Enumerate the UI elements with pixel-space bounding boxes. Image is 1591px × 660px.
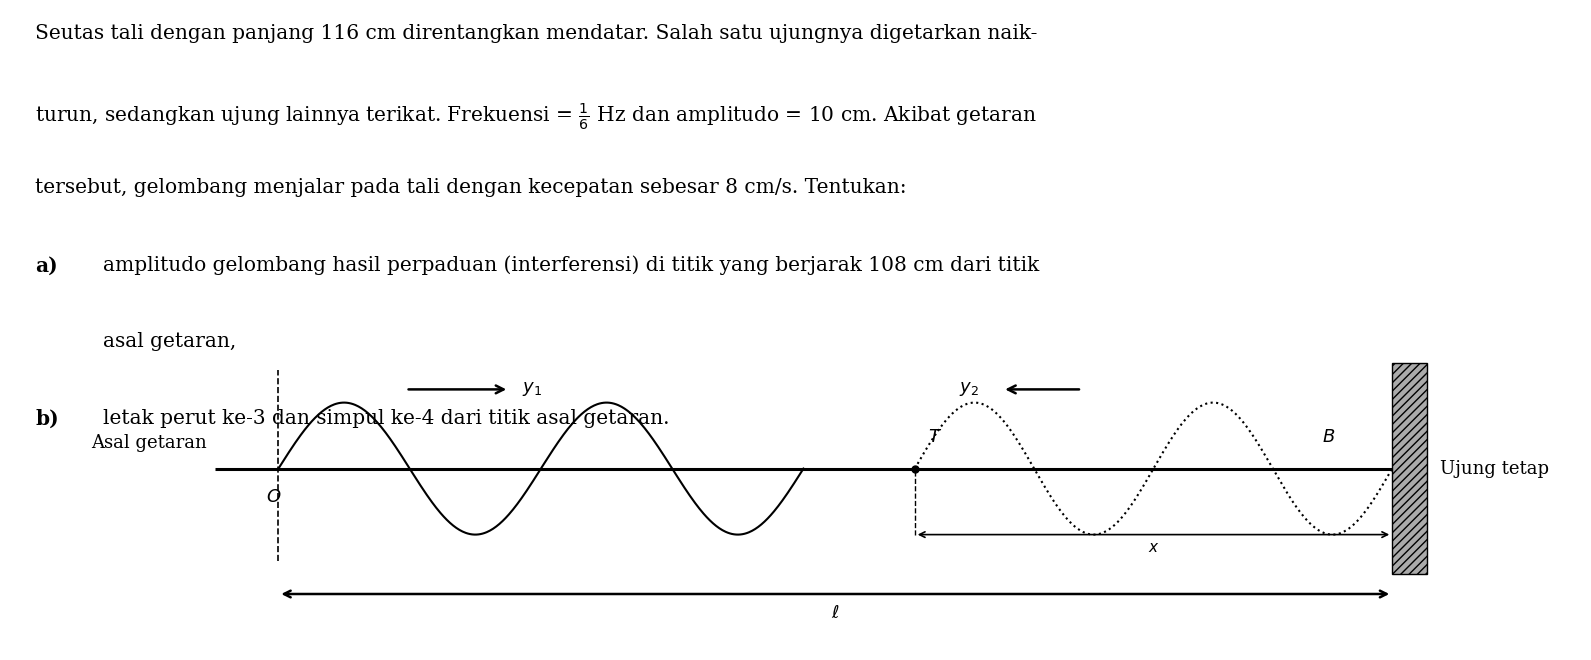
- Text: Ujung tetap: Ujung tetap: [1440, 459, 1550, 478]
- Text: amplitudo gelombang hasil perpaduan (interferensi) di titik yang berjarak 108 cm: amplitudo gelombang hasil perpaduan (int…: [103, 255, 1039, 275]
- Bar: [1392, 363, 1427, 574]
- Text: Asal getaran: Asal getaran: [91, 434, 207, 452]
- Text: $x$: $x$: [1147, 541, 1160, 555]
- Text: Seutas tali dengan panjang 116 cm direntangkan mendatar. Salah satu ujungnya dig: Seutas tali dengan panjang 116 cm dirent…: [35, 24, 1037, 44]
- Text: $O$: $O$: [266, 488, 282, 506]
- Text: $B$: $B$: [1322, 428, 1335, 446]
- Text: a): a): [35, 255, 57, 275]
- Text: turun, sedangkan ujung lainnya terikat. Frekuensi = $\frac{1}{6}$ Hz dan amplitu: turun, sedangkan ujung lainnya terikat. …: [35, 102, 1037, 132]
- Text: b): b): [35, 409, 59, 429]
- Text: $y_2$: $y_2$: [959, 380, 978, 399]
- Text: $\ell$: $\ell$: [831, 604, 840, 622]
- Text: letak perut ke-3 dan simpul ke-4 dari titik asal getaran.: letak perut ke-3 dan simpul ke-4 dari ti…: [103, 409, 670, 428]
- Text: asal getaran,: asal getaran,: [103, 332, 237, 351]
- Text: tersebut, gelombang menjalar pada tali dengan kecepatan sebesar 8 cm/s. Tentukan: tersebut, gelombang menjalar pada tali d…: [35, 178, 907, 197]
- Text: $y_1$: $y_1$: [522, 380, 543, 399]
- Text: $T$: $T$: [928, 428, 942, 446]
